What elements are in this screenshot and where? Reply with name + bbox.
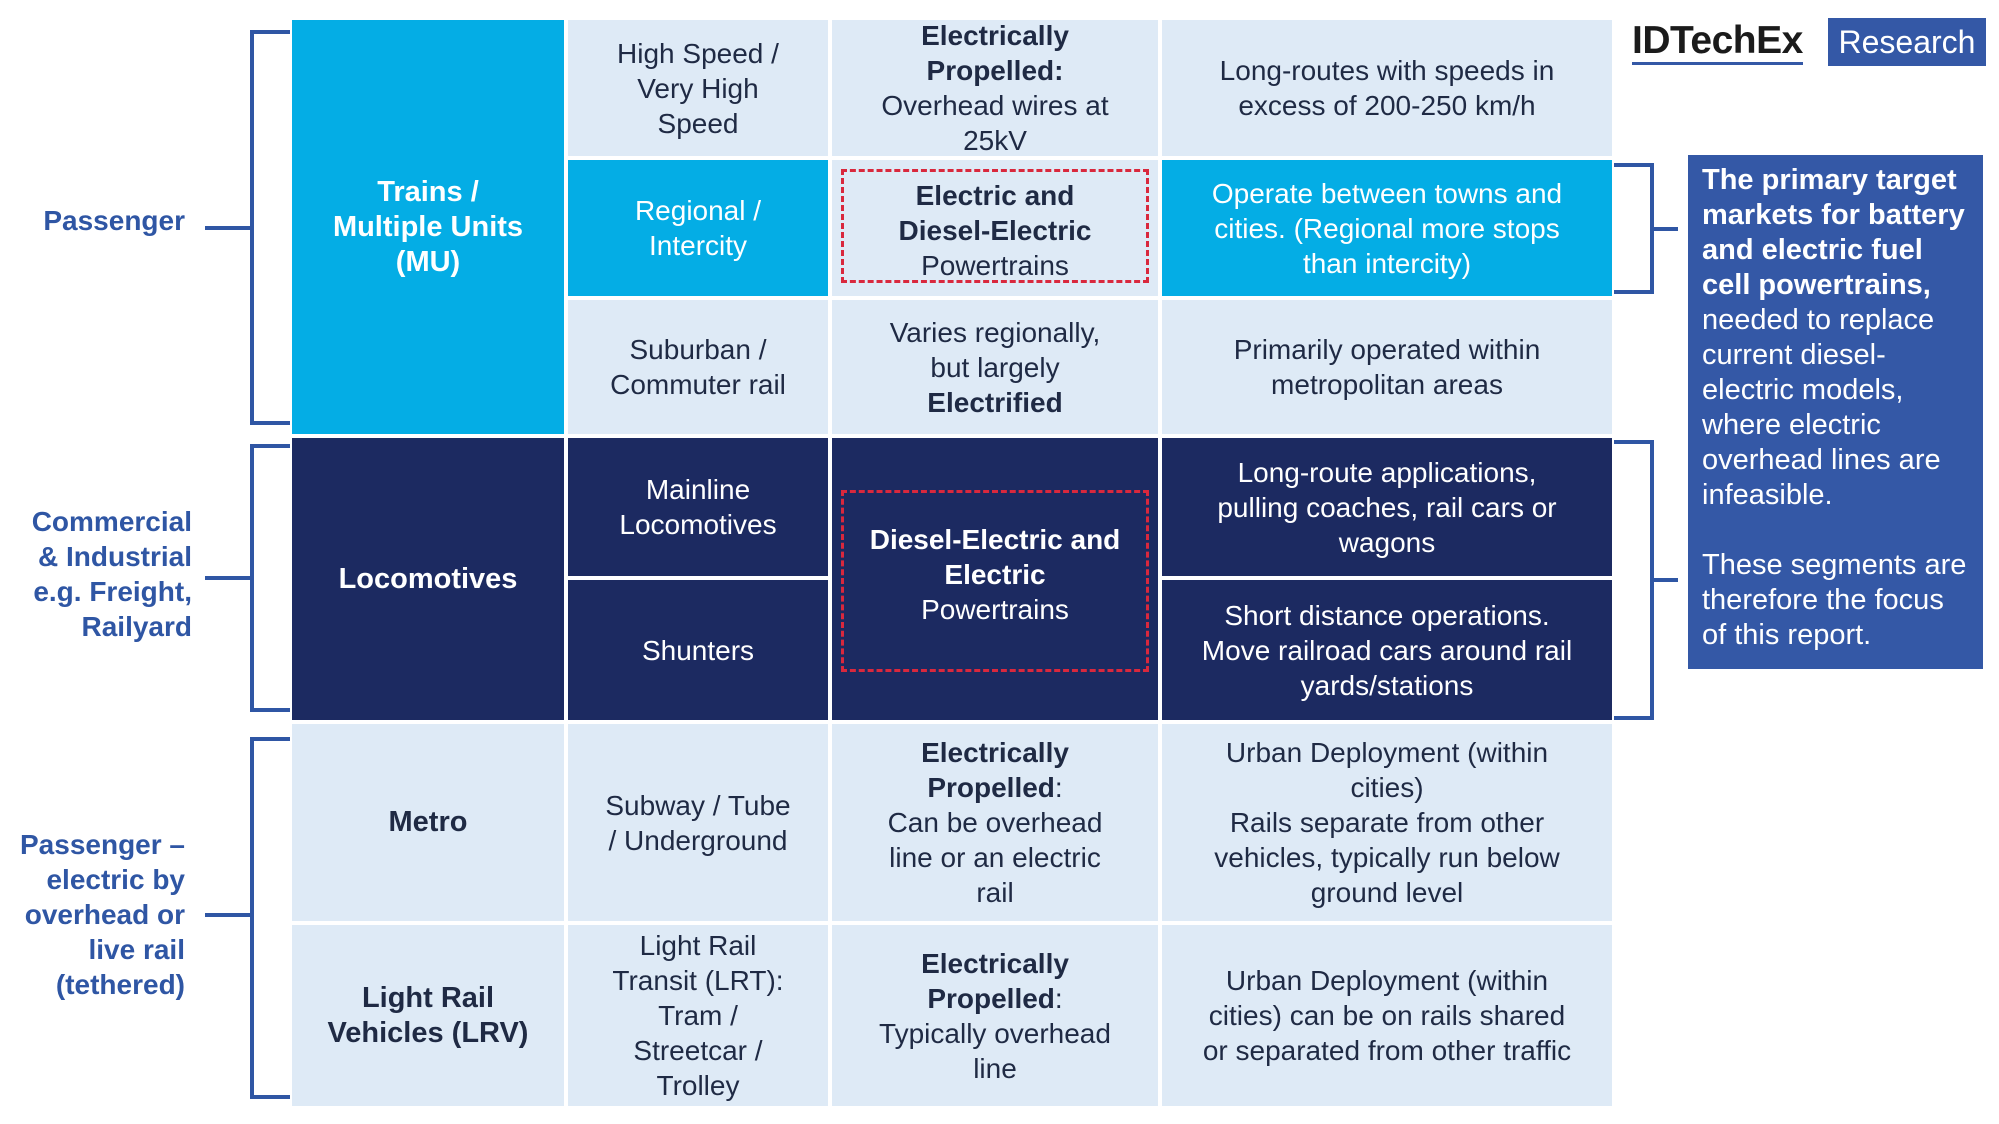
highlight-box-locomotive (841, 490, 1149, 672)
group-tethered: Passenger – electric by overhead or live… (20, 829, 185, 1000)
description-regional: Operate between towns and cities. (Regio… (1162, 160, 1612, 296)
brand-logo: IDTechEx Research (1632, 18, 1986, 70)
category-metro: Metro (292, 724, 564, 921)
description-metro: Urban Deployment (within cities) Rails s… (1162, 724, 1612, 921)
powertrain-suburban: Varies regionally, but largely Electrifi… (832, 300, 1158, 434)
category-lrv: Light Rail Vehicles (LRV) (292, 925, 564, 1106)
powertrain-locomotive: Diesel-Electric and Electric Powertrains (832, 438, 1158, 720)
description-mainline: Long-route applications, pulling coaches… (1162, 438, 1612, 576)
brand-tag: Research (1828, 18, 1986, 66)
powertrain-high-speed: Electrically Propelled: Overhead wires a… (832, 20, 1158, 156)
powertrain-metro: Electrically Propelled: Can be overhead … (832, 724, 1158, 921)
description-lrv: Urban Deployment (within cities) can be … (1162, 925, 1612, 1106)
subtype-mainline: Mainline Locomotives (568, 438, 828, 576)
subtype-lrt: Light Rail Transit (LRT): Tram / Streetc… (568, 925, 828, 1106)
subtype-high-speed: High Speed / Very High Speed (568, 20, 828, 156)
description-high-speed: Long-routes with speeds in excess of 200… (1162, 20, 1612, 156)
category-locomotives: Locomotives (292, 438, 564, 720)
note-paragraph-1: The primary target markets for battery a… (1702, 164, 1965, 511)
powertrain-lrv: Electrically Propelled: Typically overhe… (832, 925, 1158, 1106)
subtype-suburban: Suburban / Commuter rail (568, 300, 828, 434)
brand-name: IDTechEx (1632, 20, 1803, 65)
subtype-shunters: Shunters (568, 580, 828, 720)
group-commercial: Commercial & Industrial e.g. Freight, Ra… (31, 506, 192, 642)
target-market-note: The primary target markets for battery a… (1688, 155, 1983, 669)
description-suburban: Primarily operated within metropolitan a… (1162, 300, 1612, 434)
group-passenger: Passenger (43, 205, 185, 236)
subtype-regional: Regional / Intercity (568, 160, 828, 296)
highlight-box-regional (841, 169, 1149, 283)
subtype-subway: Subway / Tube / Underground (568, 724, 828, 921)
note-paragraph-2: These segments are therefore the focus o… (1702, 549, 1967, 651)
category-trains: Trains / Multiple Units (MU) (292, 20, 564, 434)
powertrain-regional: Electric and Diesel-Electric Powertrains (832, 160, 1158, 296)
description-shunters: Short distance operations. Move railroad… (1162, 580, 1612, 720)
